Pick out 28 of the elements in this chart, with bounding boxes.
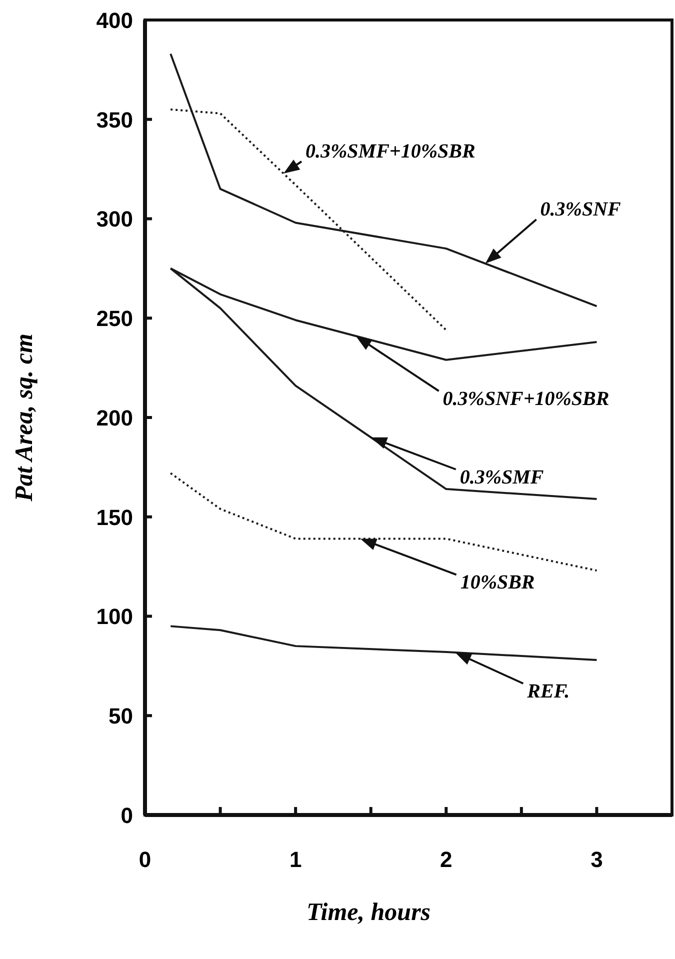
series-label: 10%SBR: [360, 538, 535, 594]
y-tick-label: 150: [96, 504, 133, 530]
y-axis-title: Pat Area, sq. cm: [11, 334, 38, 502]
series-label: 0.3%SNF+10%SBR: [356, 336, 610, 410]
series-label: 0.3%SNF: [485, 198, 621, 264]
y-tick-label: 350: [96, 107, 133, 132]
series-label: 10%SBR: [460, 572, 535, 594]
y-tick-label: 300: [96, 206, 133, 232]
y-tick-label: 100: [96, 604, 133, 630]
series-label: 0.3%SMF: [370, 437, 544, 488]
series-label: REF.: [455, 652, 570, 702]
line-series: [170, 625, 598, 661]
series-label: 0.3%SMF: [460, 466, 544, 488]
x-tick-label: 1: [289, 847, 302, 872]
line-series: [170, 472, 598, 572]
x-tick-label: 2: [440, 847, 452, 872]
series-label: 0.3%SMF+10%SBR: [306, 140, 476, 163]
y-tick-label: 250: [96, 306, 133, 332]
y-tick-label: 50: [108, 704, 133, 729]
x-tick-label: 0: [138, 847, 152, 872]
series-label: 0.3%SMF+10%SBR: [284, 140, 476, 174]
y-tick-label: 0: [120, 802, 133, 828]
x-tick-label: 3: [590, 847, 603, 872]
y-tick-label: 400: [96, 8, 133, 33]
series-label: 0.3%SNF+10%SBR: [442, 388, 610, 410]
x-axis-title: Time, hours: [306, 899, 431, 926]
y-tick-label: 200: [96, 405, 133, 430]
series-label: REF.: [526, 680, 570, 702]
